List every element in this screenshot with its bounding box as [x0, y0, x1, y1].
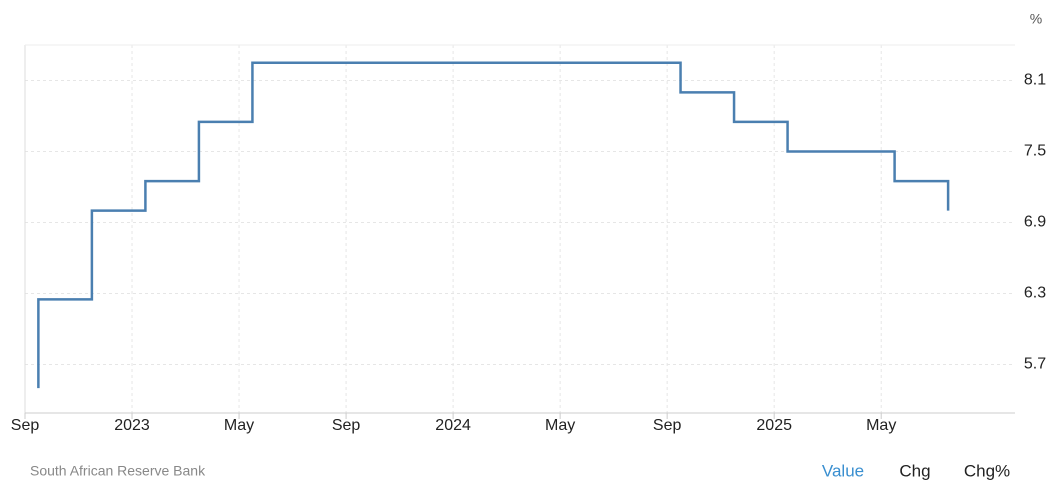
- tab-value[interactable]: Value: [822, 461, 864, 480]
- tab-chg[interactable]: Chg: [899, 461, 930, 480]
- x-tick-label: 2024: [435, 417, 471, 434]
- x-tick-label: 2023: [114, 417, 150, 434]
- y-tick-label: 6.3: [1024, 285, 1046, 302]
- y-tick-label: 8.1: [1024, 72, 1046, 89]
- step-line: [37, 61, 950, 389]
- unit-label: %: [1030, 11, 1042, 27]
- x-tick-label: May: [866, 417, 896, 434]
- x-tick-label: Sep: [653, 417, 682, 434]
- x-tick-label: Sep: [332, 417, 361, 434]
- x-tick-label: May: [545, 417, 575, 434]
- y-tick-label: 6.9: [1024, 214, 1046, 231]
- y-tick-label: 5.7: [1024, 356, 1046, 373]
- source: South African Reserve Bank: [30, 463, 206, 479]
- x-tick-label: May: [224, 417, 254, 434]
- x-tick-label: 2025: [756, 417, 792, 434]
- tab-chg-pct[interactable]: Chg%: [964, 461, 1010, 480]
- y-tick-label: 7.5: [1024, 143, 1046, 160]
- x-tick-label: Sep: [11, 417, 40, 434]
